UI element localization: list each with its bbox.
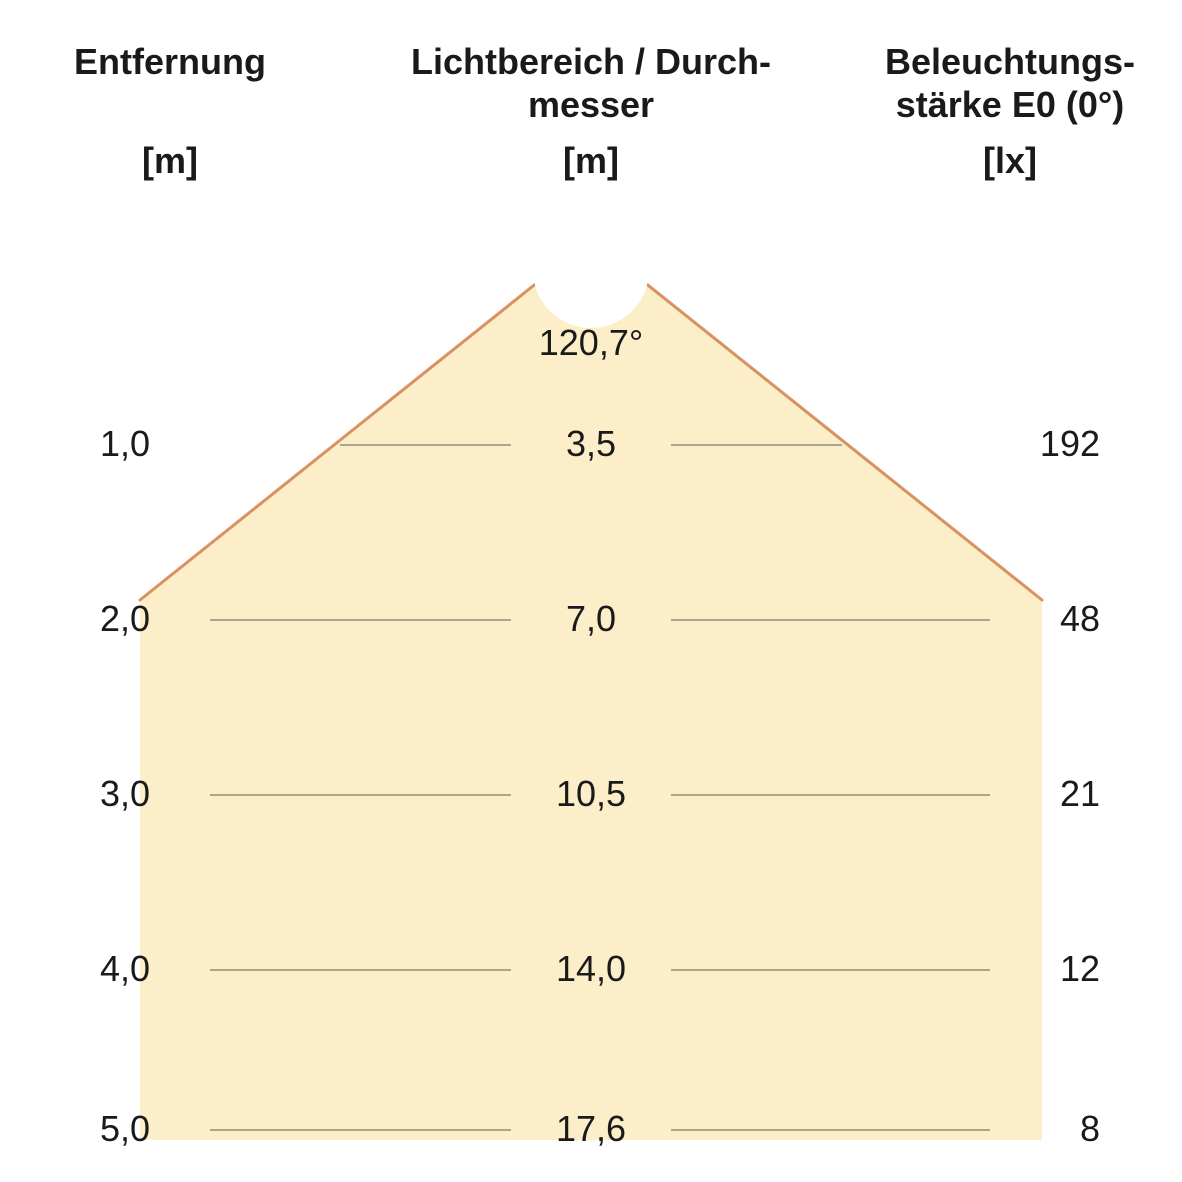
diameter-value: 17,6 [511, 1108, 671, 1150]
illuminance-value: 192 [980, 423, 1100, 465]
cone-fill [140, 244, 1042, 1140]
diameter-value: 7,0 [511, 598, 671, 640]
distance-value: 5,0 [100, 1108, 200, 1150]
illuminance-value: 12 [980, 948, 1100, 990]
header-distance-unit: [m] [30, 140, 310, 182]
header-illuminance-line2: stärke E0 (0°) [896, 84, 1125, 125]
beam-angle-label: 120,7° [491, 322, 691, 364]
illuminance-value: 8 [980, 1108, 1100, 1150]
distance-value: 2,0 [100, 598, 200, 640]
diameter-value: 10,5 [511, 773, 671, 815]
header-diameter-line2: messer [528, 84, 654, 125]
diameter-value: 14,0 [511, 948, 671, 990]
header-illuminance: Beleuchtungs- stärke E0 (0°) [850, 40, 1170, 126]
diameter-value: 3,5 [511, 423, 671, 465]
header-illuminance-unit: [lx] [850, 140, 1170, 182]
illuminance-value: 48 [980, 598, 1100, 640]
header-diameter-line1: Lichtbereich / Durch- [411, 41, 771, 82]
distance-value: 1,0 [100, 423, 200, 465]
header-diameter: Lichtbereich / Durch- messer [391, 40, 791, 126]
distance-value: 4,0 [100, 948, 200, 990]
header-distance-line1: Entfernung [74, 41, 266, 82]
header-illuminance-line1: Beleuchtungs- [885, 41, 1135, 82]
cone-apex-notch [533, 212, 649, 328]
header-diameter-unit: [m] [391, 140, 791, 182]
light-cone-diagram: Entfernung [m] Lichtbereich / Durch- mes… [0, 0, 1182, 1182]
header-distance: Entfernung [30, 40, 310, 83]
distance-value: 3,0 [100, 773, 200, 815]
illuminance-value: 21 [980, 773, 1100, 815]
